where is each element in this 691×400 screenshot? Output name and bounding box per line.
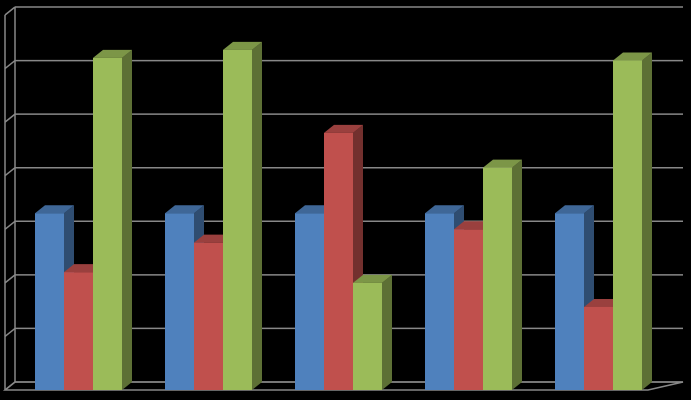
bar: [425, 213, 454, 390]
bar-top: [324, 124, 363, 133]
bar: [584, 306, 613, 390]
bar-side: [642, 52, 652, 391]
bar: [35, 213, 64, 390]
bar-top: [613, 52, 652, 61]
bar: [194, 242, 223, 390]
bar: [93, 57, 122, 390]
bar-side: [252, 41, 262, 390]
grid-depth: [4, 327, 16, 338]
bar: [613, 60, 642, 391]
bar: [165, 213, 194, 390]
bar-top: [425, 205, 464, 214]
bar: [64, 272, 93, 390]
bar-top: [35, 205, 74, 214]
grid-depth: [4, 6, 16, 16]
bar-side: [512, 159, 522, 390]
grid-depth: [4, 220, 16, 230]
bar: [483, 167, 512, 390]
bar-top: [223, 41, 262, 50]
grid-depth: [4, 113, 16, 123]
bar-side: [122, 49, 132, 390]
bar: [295, 213, 324, 390]
bar-side: [382, 274, 392, 390]
bar-top: [555, 205, 594, 214]
bar: [454, 229, 483, 390]
bar: [555, 213, 584, 390]
grid-depth: [4, 59, 16, 70]
bar: [324, 132, 353, 390]
bar-top: [93, 49, 132, 58]
bar: [353, 282, 382, 390]
bar-top: [353, 274, 392, 283]
bar: [223, 49, 252, 390]
grid-depth: [4, 274, 16, 284]
grid-depth: [4, 167, 16, 177]
bar-top: [483, 159, 522, 168]
bar-top: [165, 205, 204, 214]
